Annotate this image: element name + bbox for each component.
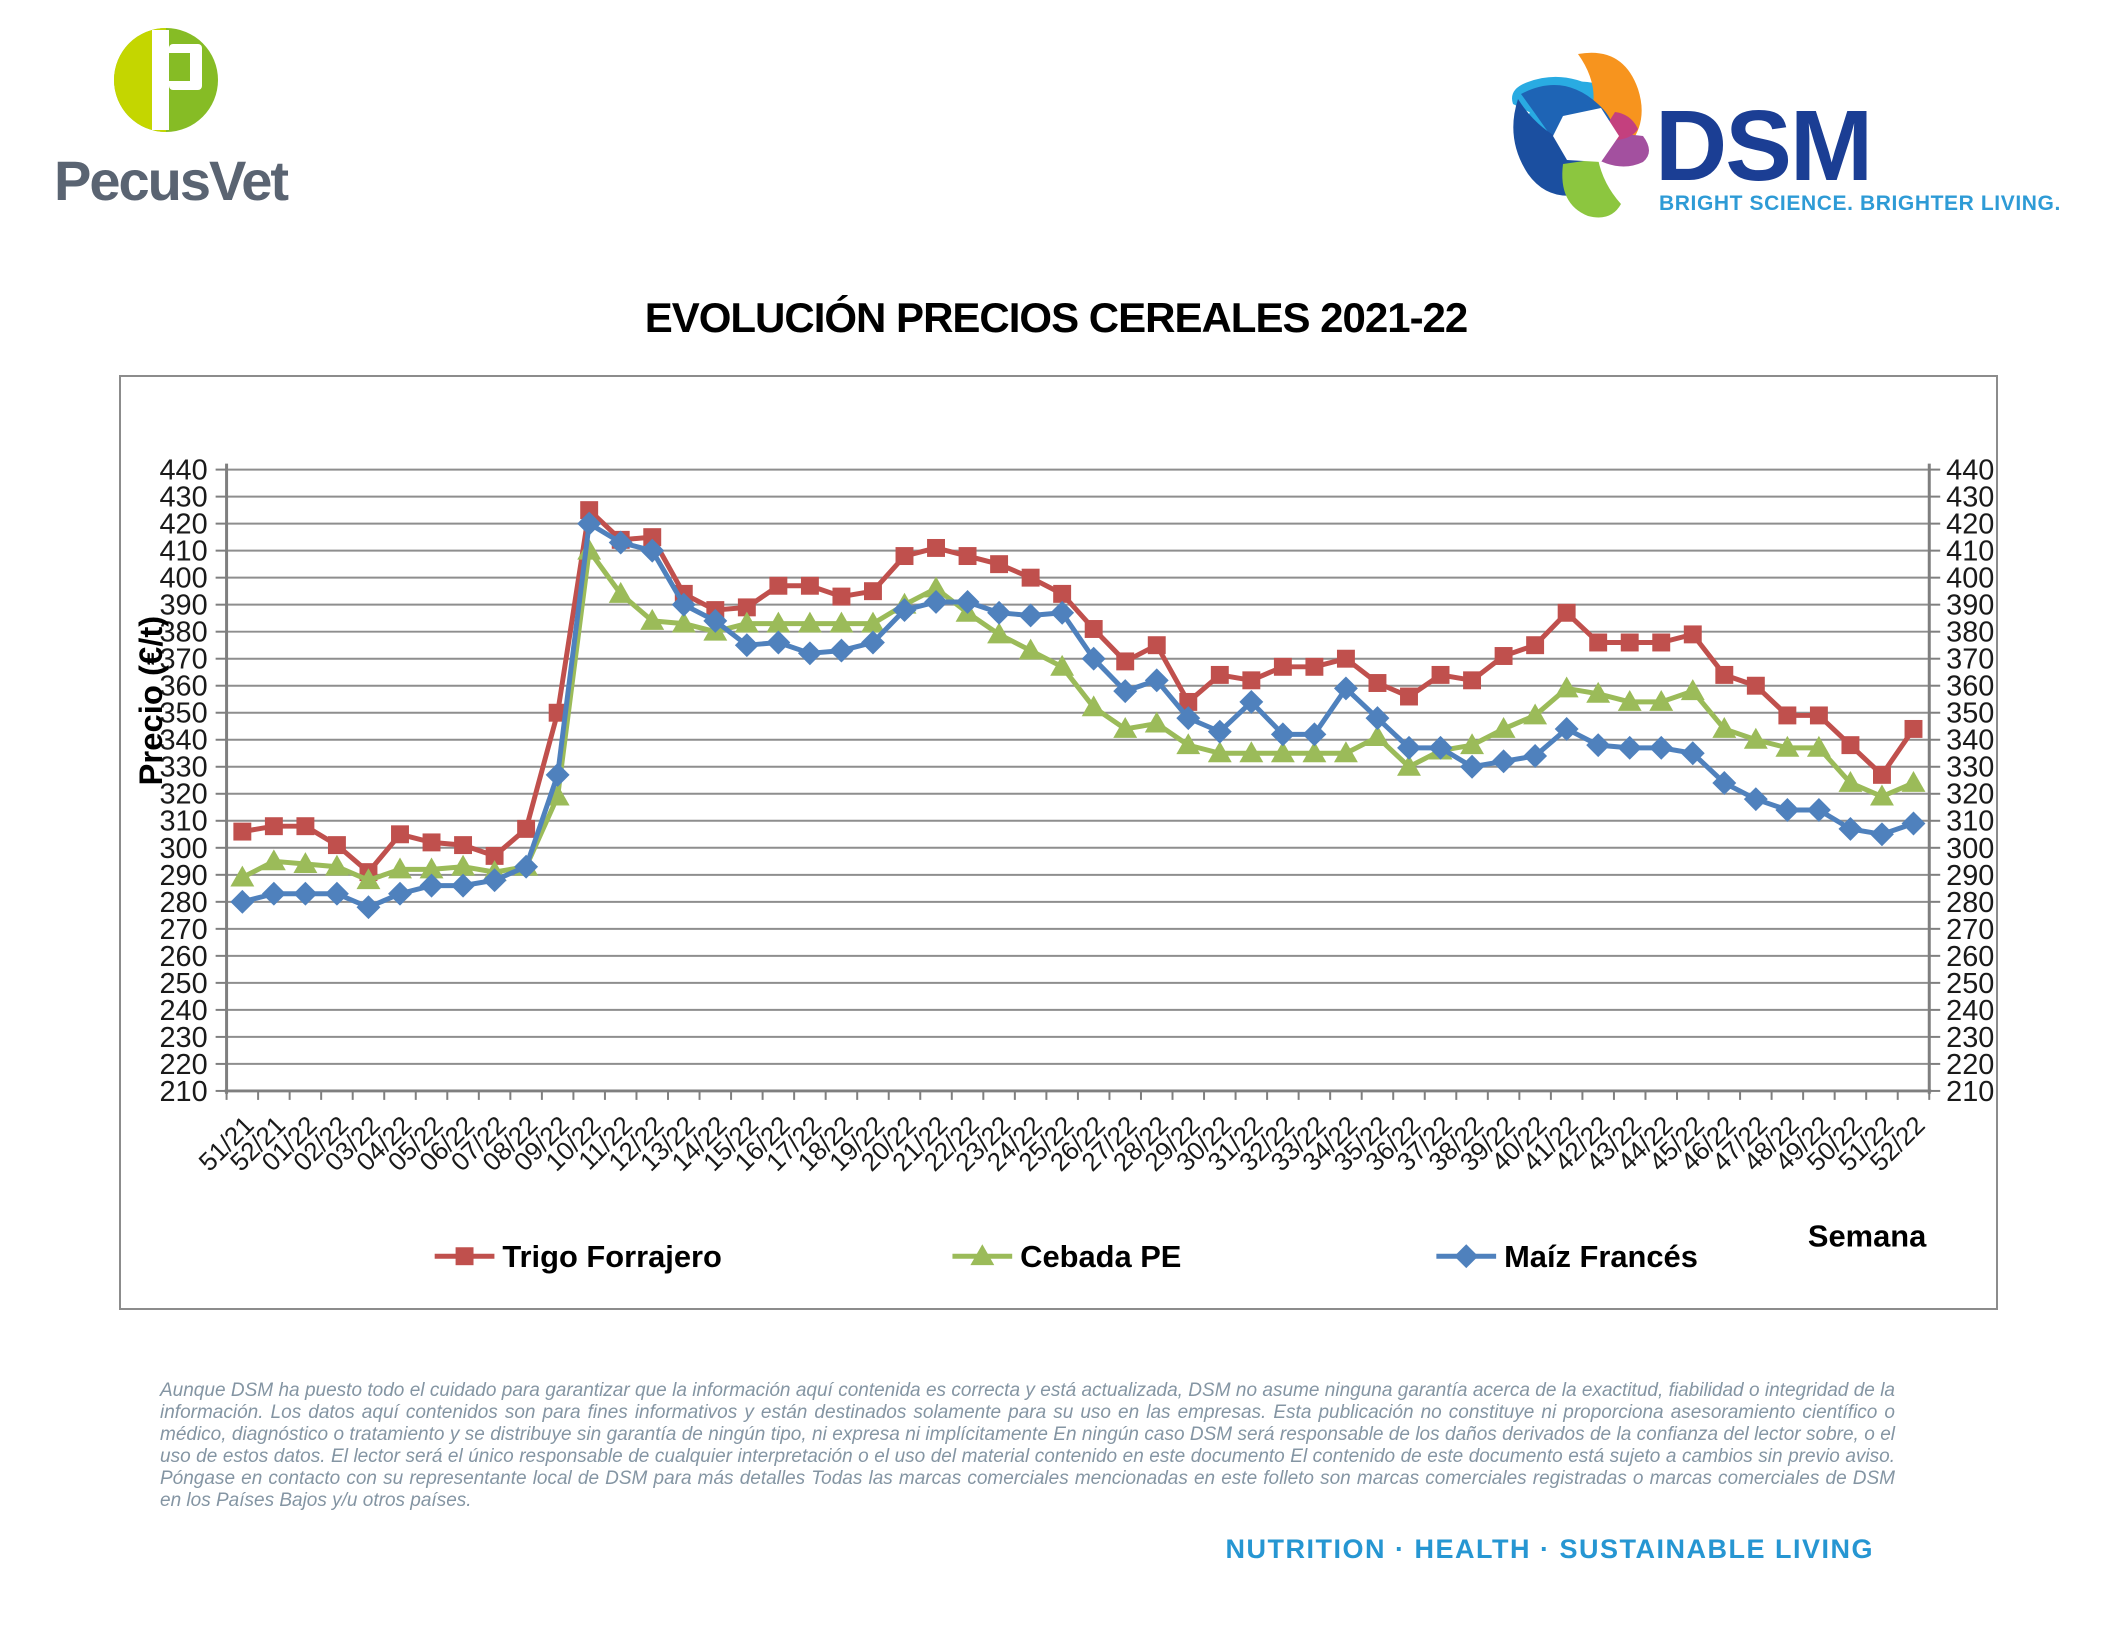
svg-text:Maíz Francés: Maíz Francés [1504, 1239, 1698, 1274]
axes [224, 463, 1932, 1094]
svg-text:280: 280 [159, 887, 207, 919]
svg-text:220: 220 [159, 1049, 207, 1081]
svg-text:260: 260 [159, 941, 207, 973]
series-cebada-pe [230, 538, 1926, 890]
svg-text:Cebada PE: Cebada PE [1020, 1239, 1181, 1274]
dsm-logo: DSM BRIGHT SCIENCE. BRIGHTER LIVING. [1503, 44, 2060, 224]
svg-text:410: 410 [159, 536, 207, 568]
gridlines [226, 468, 1930, 1065]
svg-text:410: 410 [1946, 536, 1994, 568]
series-ma-z-franc-s [230, 511, 1926, 920]
svg-text:340: 340 [159, 725, 207, 757]
svg-text:240: 240 [1946, 995, 1994, 1027]
svg-text:220: 220 [1946, 1049, 1994, 1081]
dsm-tagline: BRIGHT SCIENCE. BRIGHTER LIVING. [1659, 192, 2061, 215]
svg-text:330: 330 [1946, 752, 1994, 784]
y-axis-title: Precio (€/t) [132, 616, 169, 786]
svg-text:370: 370 [159, 644, 207, 676]
disclaimer-text: Aunque DSM ha puesto todo el cuidado par… [160, 1380, 1895, 1511]
svg-text:290: 290 [1946, 860, 1994, 892]
svg-text:440: 440 [159, 455, 207, 487]
svg-text:440: 440 [1946, 455, 1994, 487]
svg-text:270: 270 [159, 914, 207, 946]
svg-text:430: 430 [159, 482, 207, 514]
svg-text:260: 260 [1946, 941, 1994, 973]
svg-text:380: 380 [159, 617, 207, 649]
svg-text:400: 400 [159, 563, 207, 595]
svg-text:280: 280 [1946, 887, 1994, 919]
svg-text:300: 300 [159, 833, 207, 865]
svg-text:390: 390 [159, 590, 207, 622]
x-axis-title: Semana [1808, 1218, 1927, 1253]
svg-text:310: 310 [1946, 806, 1994, 838]
svg-text:310: 310 [159, 806, 207, 838]
svg-text:360: 360 [159, 671, 207, 703]
legend-item-cebada-pe: Cebada PE [952, 1239, 1181, 1274]
svg-text:360: 360 [1946, 671, 1994, 703]
svg-text:300: 300 [1946, 833, 1994, 865]
svg-text:250: 250 [159, 968, 207, 1000]
dsm-footer-tagline: NUTRITION · HEALTH · SUSTAINABLE LIVING [1225, 1534, 1874, 1564]
legend: Trigo Forrajero Cebada PE Maíz Francés [434, 1239, 1698, 1274]
svg-text:350: 350 [159, 698, 207, 730]
dsm-wordmark: DSM [1655, 90, 1873, 202]
svg-text:320: 320 [1946, 779, 1994, 811]
svg-text:400: 400 [1946, 563, 1994, 595]
svg-text:210: 210 [159, 1076, 207, 1108]
svg-text:250: 250 [1946, 968, 1994, 1000]
svg-text:390: 390 [1946, 590, 1994, 622]
series-trigo-forrajero [233, 501, 1923, 882]
pecusvet-wordmark: PecusVet [54, 149, 288, 212]
svg-text:230: 230 [159, 1022, 207, 1054]
svg-text:350: 350 [1946, 698, 1994, 730]
svg-text:370: 370 [1946, 644, 1994, 676]
legend-item-trigo-forrajero: Trigo Forrajero [434, 1239, 722, 1274]
svg-text:430: 430 [1946, 482, 1994, 514]
dsm-swirl-icon [1512, 52, 1649, 218]
svg-text:290: 290 [159, 860, 207, 892]
pecusvet-logo-icon: PecusVet [54, 28, 290, 212]
svg-text:230: 230 [1946, 1022, 1994, 1054]
chart-title: EVOLUCIÓN PRECIOS CEREALES 2021-22 [644, 294, 1469, 341]
pecusvet-logo: PecusVet [46, 18, 296, 223]
svg-text:340: 340 [1946, 725, 1994, 757]
legend-item-ma-z-franc-s: Maíz Francés [1436, 1239, 1698, 1274]
chart-frame: 210 210 220 220 230 230 240 240 250 250 260 260 270 2… [119, 375, 1998, 1310]
svg-text:270: 270 [1946, 914, 1994, 946]
svg-text:Trigo Forrajero: Trigo Forrajero [502, 1239, 721, 1274]
svg-text:210: 210 [1946, 1076, 1994, 1108]
x-axis-ticks-labels: 51/2152/2101/2202/2203/2204/2205/2206/22… [194, 1090, 1931, 1177]
svg-text:380: 380 [1946, 617, 1994, 649]
svg-text:240: 240 [159, 995, 207, 1027]
svg-text:420: 420 [1946, 509, 1994, 541]
svg-text:330: 330 [159, 752, 207, 784]
svg-text:420: 420 [159, 509, 207, 541]
svg-text:320: 320 [159, 779, 207, 811]
